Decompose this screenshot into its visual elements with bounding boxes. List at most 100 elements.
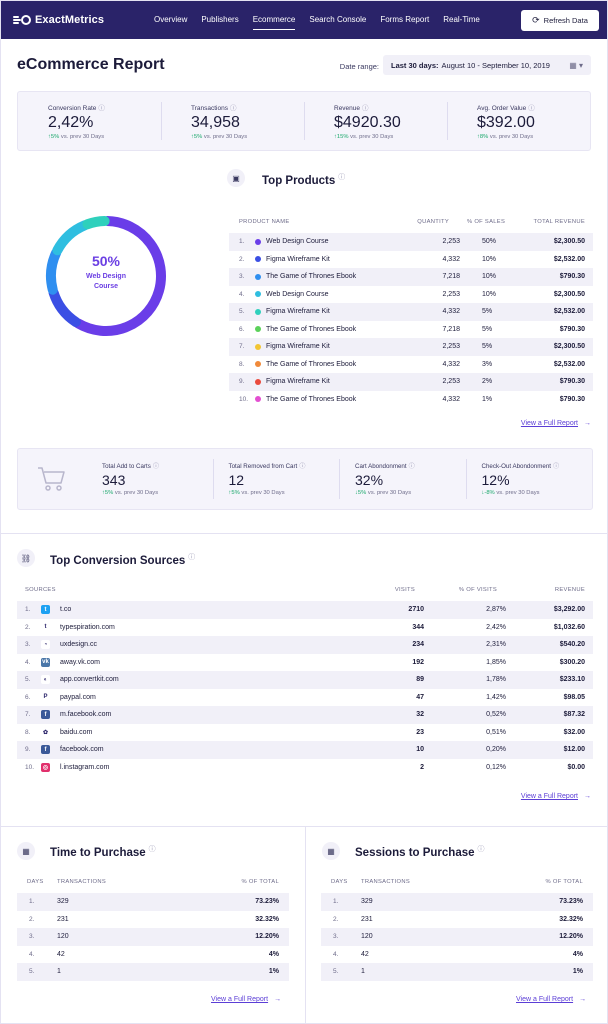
product-revenue: $2,300.50 [553, 290, 585, 298]
product-pct-sales: 3% [482, 360, 493, 368]
kpi-change: -8% [484, 490, 495, 496]
info-icon[interactable]: ⓘ [477, 846, 485, 853]
row-day: 2. [333, 915, 339, 923]
row-number: 8. [25, 728, 31, 736]
table-row[interactable]: 10. The Game of Thrones Ebook 4,332 1% $790.… [229, 391, 593, 409]
table-row[interactable]: 8. ✿ baidu.com 23 0,51% $32.00 [17, 724, 593, 742]
nav-item-real-time[interactable]: Real-Time [443, 15, 480, 24]
info-icon[interactable]: ⓘ [98, 105, 105, 112]
donut-segment[interactable] [52, 220, 90, 256]
exactmetrics-logo[interactable]: ExactMetrics [13, 13, 133, 27]
row-pct-total: 4% [572, 950, 583, 958]
info-icon[interactable]: ⓘ [528, 105, 535, 112]
products-full-report-link[interactable]: View a Full Report → [521, 420, 591, 427]
uxdesign-icon: ◔ [41, 640, 50, 650]
info-icon[interactable]: ⓘ [408, 463, 415, 470]
section-title: Top Conversion Sources [50, 554, 186, 567]
table-row[interactable]: 2. 231 32.32% [321, 911, 593, 929]
link-icon: ⛓ [17, 549, 35, 567]
source-revenue: $1,032.60 [553, 623, 585, 631]
table-row[interactable]: 3. ◔ uxdesign.cc 234 2,31% $540.20 [17, 636, 593, 654]
kpi-change-suffix: vs. prev 30 Days [367, 490, 412, 496]
donut-segment[interactable] [46, 247, 62, 295]
table-row[interactable]: 1. t t.co 2710 2,87% $3,292.00 [17, 601, 593, 619]
sessions-to-purchase-table: DAYS TRANSACTIONS % OF TOTAL 1. 329 73.23%… [321, 875, 593, 981]
nav-item-publishers[interactable]: Publishers [201, 15, 239, 24]
table-row[interactable]: 6. The Game of Thrones Ebook 7,218 5% $790.3… [229, 321, 593, 339]
table-row[interactable]: 4. 42 4% [321, 946, 593, 964]
row-pct-total: 73.23% [559, 898, 583, 906]
row-pct-total: 32.32% [559, 915, 583, 923]
table-row[interactable]: 5. 1 1% [321, 963, 593, 981]
kpi-change-suffix: vs. prev 30 Days [489, 134, 534, 140]
table-row[interactable]: 3. 120 12.20% [321, 928, 593, 946]
arrow-right-icon: → [274, 996, 282, 1003]
refresh-data-label: Refresh Data [543, 16, 588, 25]
nav-item-search-console[interactable]: Search Console [309, 15, 367, 24]
kpi-transactions: Transactions ⓘ 34,958 ↑5% vs. prev 30 Day… [161, 92, 304, 150]
info-icon[interactable]: ⓘ [552, 463, 560, 470]
arrow-up-icon: ↑ [48, 134, 51, 140]
row-number: 9. [25, 746, 31, 754]
table-row[interactable]: 1. 329 73.23% [321, 893, 593, 911]
table-row[interactable]: 2. 231 32.32% [17, 911, 289, 929]
table-row[interactable]: 4. Web Design Course 2,253 10% $2,300.50 [229, 286, 593, 304]
time-to-purchase-full-report-link[interactable]: View a Full Report → [211, 996, 281, 1003]
product-revenue: $2,532.00 [553, 360, 585, 368]
row-day: 1. [333, 898, 339, 906]
nav-item-overview[interactable]: Overview [154, 15, 188, 24]
table-row[interactable]: 8. The Game of Thrones Ebook 4,332 3% $2,532… [229, 356, 593, 374]
sessions-to-purchase-full-report-link[interactable]: View a Full Report → [516, 996, 586, 1003]
table-row[interactable]: 5. ◐ app.convertkit.com 89 1,78% $233.10 [17, 671, 593, 689]
table-row[interactable]: 3. 120 12.20% [17, 928, 289, 946]
col-visits: VISITS [394, 587, 415, 593]
table-header: PRODUCT NAME QUANTITY % OF SALES TOTAL R… [229, 215, 593, 229]
table-row[interactable]: 4. vk away.vk.com 192 1,85% $300.20 [17, 654, 593, 672]
info-icon[interactable]: ⓘ [362, 105, 369, 112]
row-pct-total: 12.20% [255, 933, 279, 941]
table-row[interactable]: 1. 329 73.23% [17, 893, 289, 911]
info-icon[interactable]: ⓘ [148, 846, 156, 853]
donut-segment[interactable] [73, 216, 166, 336]
info-icon[interactable]: ⓘ [299, 463, 306, 470]
table-row[interactable]: 5. Figma Wireframe Kit 4,332 5% $2,532.00 [229, 303, 593, 321]
product-revenue: $2,300.50 [553, 343, 585, 351]
table-row[interactable]: 9. Figma Wireframe Kit 2,253 2% $790.30 [229, 373, 593, 391]
info-icon[interactable]: ⓘ [338, 174, 346, 181]
row-number: 10. [239, 395, 249, 403]
donut-segment[interactable] [82, 216, 110, 230]
table-row[interactable]: 3. The Game of Thrones Ebook 7,218 10% $790.… [229, 268, 593, 286]
kpi-value: 2,42% [48, 114, 94, 131]
product-revenue: $2,300.50 [553, 238, 585, 246]
table-row[interactable]: 7. f m.facebook.com 32 0,52% $87.32 [17, 706, 593, 724]
table-row[interactable]: 1. Web Design Course 2,253 50% $2,300.50 [229, 233, 593, 251]
table-row[interactable]: 7. Figma Wireframe Kit 2,253 5% $2,300.50 [229, 338, 593, 356]
nav-item-ecommerce[interactable]: Ecommerce [246, 1, 303, 39]
info-icon[interactable]: ⓘ [188, 554, 196, 561]
info-icon[interactable]: ⓘ [229, 105, 237, 112]
refresh-data-button[interactable]: ⟳ Refresh Data [521, 10, 599, 31]
info-icon[interactable]: ⓘ [152, 463, 160, 470]
sources-full-report-link[interactable]: View a Full Report → [521, 793, 591, 800]
date-range-select[interactable]: Last 30 days: August 10 - September 10, … [383, 55, 591, 75]
nav-item-forms-report[interactable]: Forms Report [380, 15, 430, 24]
kpi-label: Transactions [191, 105, 228, 112]
table-row[interactable]: 5. 1 1% [17, 963, 289, 981]
nav-menu: Overview Publishers Ecommerce Search Con… [147, 1, 487, 39]
row-transactions: 231 [361, 915, 373, 923]
table-row[interactable]: 2. Figma Wireframe Kit 4,332 10% $2,532.00 [229, 251, 593, 269]
product-name: Web Design Course [266, 290, 329, 298]
source-name: app.convertkit.com [60, 676, 119, 684]
source-pct-visits: 1,78% [486, 676, 506, 684]
donut-segment[interactable] [48, 287, 81, 328]
table-row[interactable]: 4. 42 4% [17, 946, 289, 964]
table-row[interactable]: 10. ◎ l.instagram.com 2 0,12% $0.00 [17, 759, 593, 777]
source-visits: 344 [412, 623, 424, 631]
source-visits: 32 [416, 711, 424, 719]
table-row[interactable]: 2. t typespiration.com 344 2,42% $1,032.60 [17, 619, 593, 637]
table-row[interactable]: 9. f facebook.com 10 0,20% $12.00 [17, 741, 593, 759]
source-revenue: $3,292.00 [553, 606, 585, 614]
row-number: 2. [239, 255, 245, 263]
source-visits: 23 [416, 728, 424, 736]
